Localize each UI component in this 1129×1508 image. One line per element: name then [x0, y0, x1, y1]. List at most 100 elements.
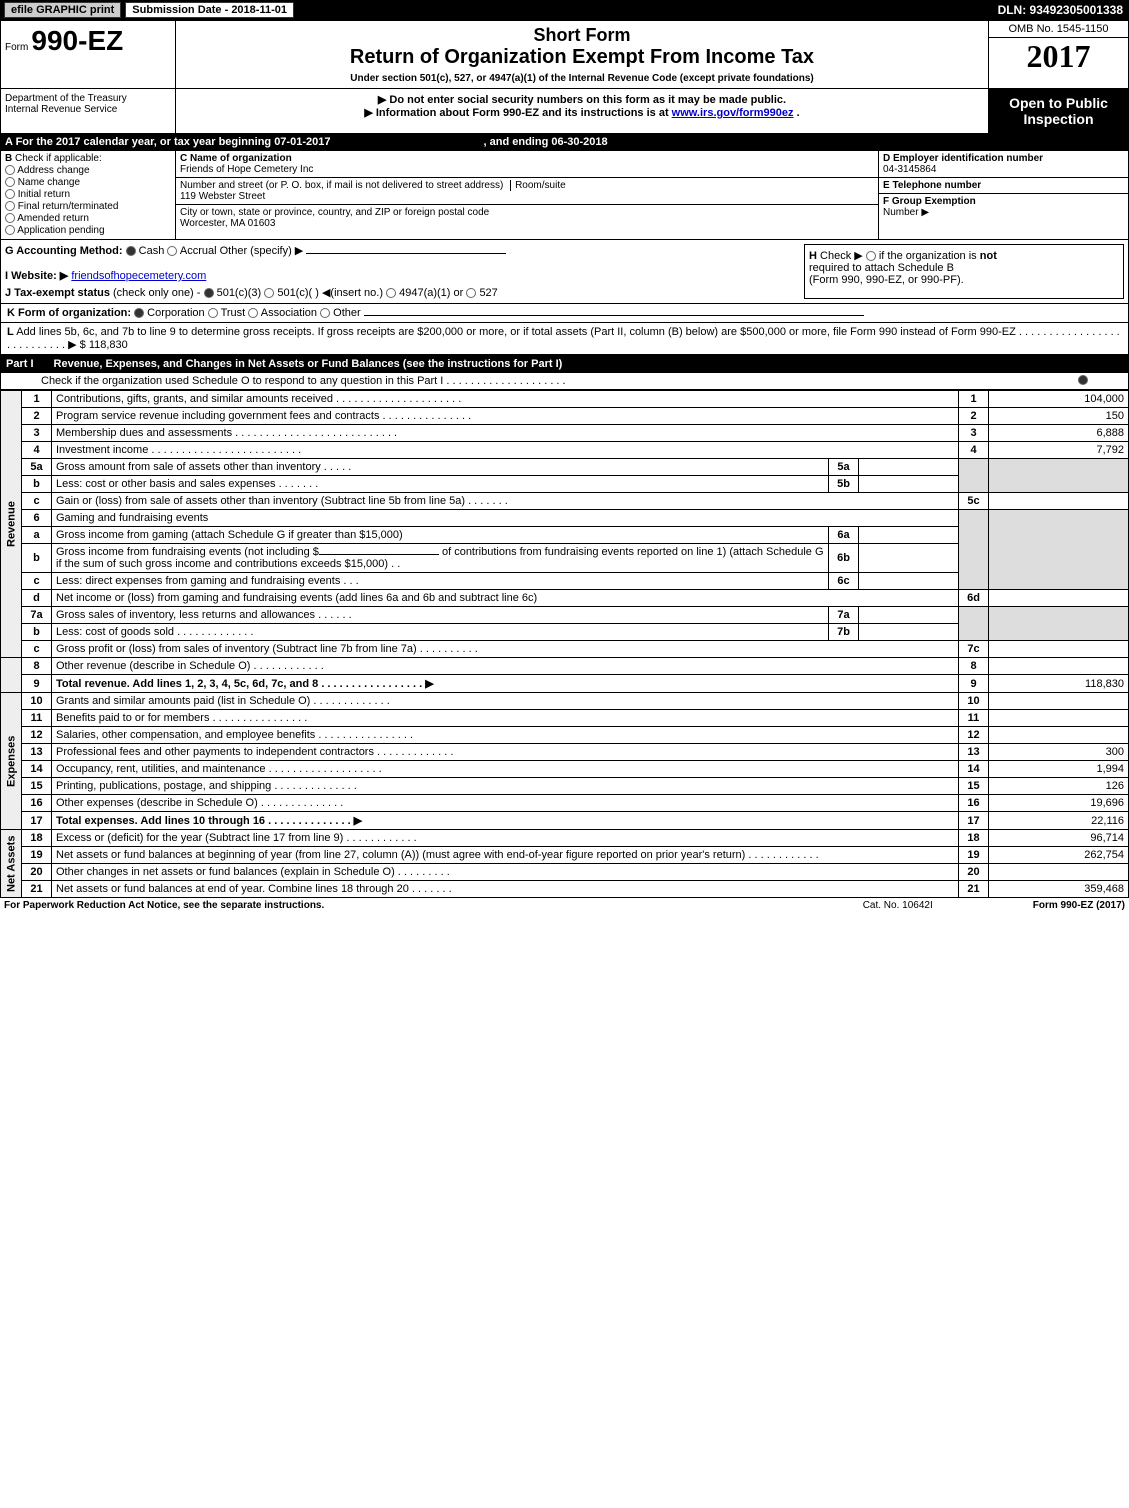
checkbox-icon[interactable]	[320, 308, 330, 318]
submission-date-button[interactable]: Submission Date - 2018-11-01	[125, 2, 294, 18]
line-ref: 9	[959, 675, 989, 693]
shaded-cell	[959, 459, 989, 493]
check-name-change[interactable]: Name change	[5, 177, 171, 188]
check-application-pending[interactable]: Application pending	[5, 225, 171, 236]
line-num: 12	[22, 727, 52, 744]
checkbox-icon[interactable]	[204, 288, 214, 298]
table-row: 7aGross sales of inventory, less returns…	[1, 607, 1129, 624]
line-num: 3	[22, 425, 52, 442]
line-desc: Total expenses. Add lines 10 through 16 …	[52, 812, 959, 830]
check-address-change[interactable]: Address change	[5, 165, 171, 176]
e-phone-row: E Telephone number	[879, 178, 1128, 194]
sub-num: 5b	[829, 476, 859, 493]
checkbox-icon[interactable]	[126, 246, 136, 256]
checkbox-icon[interactable]	[134, 308, 144, 318]
check-final-return[interactable]: Final return/terminated	[5, 201, 171, 212]
footer-mid: Cat. No. 10642I	[863, 900, 933, 911]
line-value: 118,830	[989, 675, 1129, 693]
main-title: Return of Organization Exempt From Incom…	[180, 46, 984, 69]
table-row: 9 Total revenue. Add lines 1, 2, 3, 4, 5c…	[1, 675, 1129, 693]
checkbox-icon[interactable]	[866, 251, 876, 261]
line-ref: 1	[959, 391, 989, 408]
line-desc: Gross profit or (loss) from sales of inv…	[52, 641, 959, 658]
line-ref: 5c	[959, 493, 989, 510]
table-row: 4Investment income . . . . . . . . . . .…	[1, 442, 1129, 459]
table-row: 5aGross amount from sale of assets other…	[1, 459, 1129, 476]
line-desc: Program service revenue including govern…	[52, 408, 959, 425]
checkbox-icon[interactable]	[208, 308, 218, 318]
line-desc: Benefits paid to or for members . . . . …	[52, 710, 959, 727]
form-number: 990-EZ	[31, 25, 123, 56]
table-row: 16Other expenses (describe in Schedule O…	[1, 795, 1129, 812]
line-value: 262,754	[989, 847, 1129, 864]
line-desc: Gross income from fundraising events (no…	[52, 544, 829, 573]
check-label: Address change	[17, 165, 89, 176]
subtitle: Under section 501(c), 527, or 4947(a)(1)…	[180, 73, 984, 84]
h-text2: if the organization is	[879, 250, 977, 262]
desc-prefix: Gross income from fundraising events (no…	[56, 546, 319, 558]
org-name: Friends of Hope Cemetery Inc	[180, 164, 874, 175]
line-num: 10	[22, 693, 52, 710]
shaded-cell	[989, 510, 1129, 590]
checkbox-icon[interactable]	[248, 308, 258, 318]
line-desc: Less: cost of goods sold . . . . . . . .…	[52, 624, 829, 641]
shaded-cell	[989, 459, 1129, 493]
line-desc: Professional fees and other payments to …	[52, 744, 959, 761]
dept-treasury: Department of the Treasury	[5, 93, 171, 104]
h-not: not	[980, 250, 997, 262]
check-initial-return[interactable]: Initial return	[5, 189, 171, 200]
section-a-row: A For the 2017 calendar year, or tax yea…	[0, 134, 1129, 151]
checkbox-icon[interactable]	[264, 288, 274, 298]
revenue-side-label-cont	[1, 658, 22, 693]
line-desc: Gross sales of inventory, less returns a…	[52, 607, 829, 624]
table-row: dNet income or (loss) from gaming and fu…	[1, 590, 1129, 607]
line-num: 14	[22, 761, 52, 778]
blank	[319, 554, 439, 555]
line-desc: Occupancy, rent, utilities, and maintena…	[52, 761, 959, 778]
checkbox-icon[interactable]	[1078, 375, 1088, 385]
check-amended-return[interactable]: Amended return	[5, 213, 171, 224]
line-num: 5a	[22, 459, 52, 476]
open-to-public: Open to Public Inspection	[988, 89, 1128, 133]
line-ref: 6d	[959, 590, 989, 607]
l-label: L	[7, 326, 14, 338]
checkbox-icon[interactable]	[466, 288, 476, 298]
line-value: 104,000	[989, 391, 1129, 408]
line-num: 8	[22, 658, 52, 675]
city-label: City or town, state or province, country…	[180, 207, 874, 218]
dept-irs: Internal Revenue Service	[5, 104, 171, 115]
checkbox-icon[interactable]	[386, 288, 396, 298]
desc-bold: Total expenses. Add lines 10 through 16 …	[56, 815, 362, 827]
desc-bold: Total revenue. Add lines 1, 2, 3, 4, 5c,…	[56, 678, 434, 690]
website-link[interactable]: friendsofhopecemetery.com	[71, 270, 206, 282]
line-num: c	[22, 493, 52, 510]
line-desc: Net assets or fund balances at beginning…	[52, 847, 959, 864]
line-value: 19,696	[989, 795, 1129, 812]
line-desc: Gain or (loss) from sale of assets other…	[52, 493, 959, 510]
e-label: E Telephone number	[883, 180, 981, 191]
title-block: Short Form Return of Organization Exempt…	[176, 21, 988, 88]
line-num: 18	[22, 830, 52, 847]
part1-title: Revenue, Expenses, and Changes in Net As…	[54, 358, 563, 370]
line-value	[989, 493, 1129, 510]
checkbox-icon[interactable]	[167, 246, 177, 256]
line-ref: 20	[959, 864, 989, 881]
efile-print-button[interactable]: efile GRAPHIC print	[4, 2, 121, 18]
sub-num: 7a	[829, 607, 859, 624]
irs-link[interactable]: www.irs.gov/form990ez	[672, 107, 794, 119]
org-name-row: C Name of organization Friends of Hope C…	[176, 151, 878, 178]
line-desc: Gross income from gaming (attach Schedul…	[52, 527, 829, 544]
j-label: J Tax-exempt status	[5, 287, 110, 299]
h-text3: required to attach Schedule B	[809, 262, 1119, 274]
table-row: 11Benefits paid to or for members . . . …	[1, 710, 1129, 727]
sub-val	[859, 607, 959, 624]
form-prefix: Form	[5, 42, 28, 53]
checkbox-icon	[5, 225, 15, 235]
line-desc: Total revenue. Add lines 1, 2, 3, 4, 5c,…	[52, 675, 959, 693]
revenue-side-label: Revenue	[1, 391, 22, 658]
f-sub: Number ▶	[883, 207, 1124, 218]
line-value	[989, 641, 1129, 658]
line-ref: 13	[959, 744, 989, 761]
table-row: cGain or (loss) from sale of assets othe…	[1, 493, 1129, 510]
line-ref: 17	[959, 812, 989, 830]
